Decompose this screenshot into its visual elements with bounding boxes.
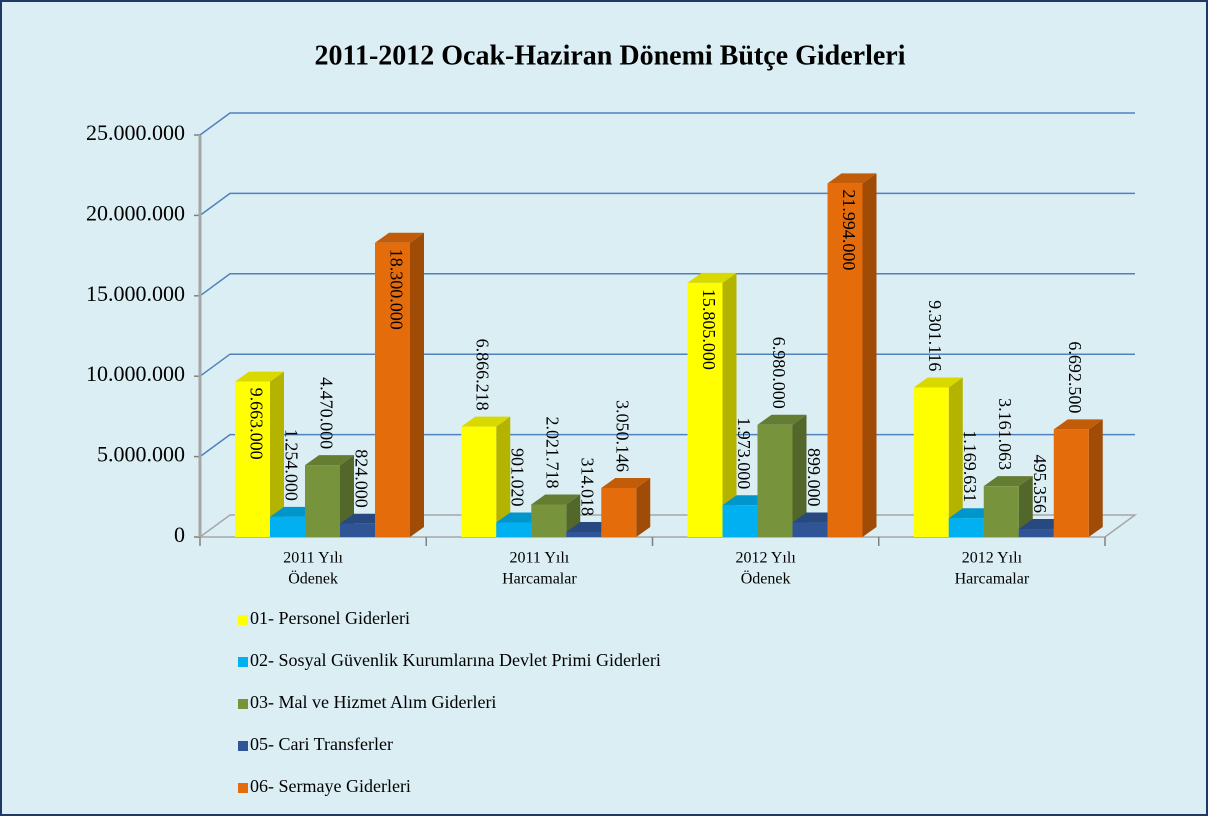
bar-top bbox=[913, 377, 963, 388]
bar-side bbox=[270, 371, 284, 537]
bar-top bbox=[757, 414, 807, 425]
legend-swatch bbox=[238, 657, 248, 667]
bar-side bbox=[792, 414, 807, 537]
bar bbox=[722, 505, 758, 537]
bar bbox=[1053, 429, 1089, 537]
bar bbox=[566, 531, 602, 537]
bar bbox=[983, 486, 1019, 537]
data-label: 1.973.000 bbox=[734, 417, 754, 489]
bar bbox=[1018, 529, 1054, 537]
data-label: 3.161.063 bbox=[995, 398, 1015, 470]
data-label: 9.663.000 bbox=[246, 388, 266, 460]
legend-label: 03- Mal ve Hizmet Alım Giderleri bbox=[250, 692, 496, 712]
bar-top bbox=[375, 232, 424, 243]
bar-top bbox=[687, 272, 737, 283]
bar bbox=[496, 522, 532, 537]
bar-side bbox=[722, 272, 737, 537]
x-tick-label: 2012 Yılı bbox=[735, 550, 796, 567]
bar bbox=[270, 516, 305, 537]
legend-label: 06- Sermaye Giderleri bbox=[250, 776, 411, 796]
y-tick-label: 0 bbox=[174, 522, 185, 547]
data-label: 3.050.146 bbox=[613, 400, 633, 472]
bar-top bbox=[1053, 419, 1103, 430]
bar bbox=[792, 522, 828, 537]
data-label: 824.000 bbox=[351, 449, 371, 508]
x-tick-label: Ödenek bbox=[741, 570, 791, 588]
y-tick-label: 15.000.000 bbox=[86, 281, 185, 306]
data-label: 6.866.218 bbox=[473, 339, 493, 411]
legend-swatch bbox=[238, 615, 248, 625]
bar-side bbox=[496, 416, 511, 537]
y-tick-label: 10.000.000 bbox=[86, 361, 185, 386]
bar bbox=[687, 282, 723, 537]
bar bbox=[948, 518, 984, 537]
grid-line bbox=[199, 112, 1135, 136]
data-label: 15.805.000 bbox=[699, 289, 719, 370]
bar-side bbox=[410, 232, 424, 537]
data-label: 899.000 bbox=[804, 448, 824, 507]
x-tick-label: Harcamalar bbox=[955, 571, 1030, 588]
y-tick-label: 20.000.000 bbox=[86, 200, 185, 225]
x-tick-label: Harcamalar bbox=[502, 571, 577, 588]
data-label: 901.020 bbox=[508, 448, 528, 507]
bar bbox=[531, 504, 567, 537]
data-label: 1.254.000 bbox=[281, 429, 301, 501]
data-label: 21.994.000 bbox=[839, 189, 859, 270]
data-label: 2.021.718 bbox=[543, 416, 563, 488]
x-tick-label: 2011 Yılı bbox=[510, 550, 570, 567]
chart-title: 2011-2012 Ocak-Haziran Dönemi Bütçe Gide… bbox=[314, 40, 905, 71]
bar-top bbox=[827, 173, 877, 184]
bar-side bbox=[636, 477, 651, 537]
data-label: 9.301.116 bbox=[925, 300, 945, 371]
legend-label: 01- Personel Giderleri bbox=[250, 608, 410, 628]
data-label: 6.980.000 bbox=[769, 337, 789, 409]
data-label: 495.356 bbox=[1030, 455, 1050, 514]
legend-swatch bbox=[238, 783, 248, 793]
legend-swatch bbox=[238, 741, 248, 751]
bar bbox=[757, 424, 793, 537]
bar-top bbox=[305, 455, 354, 466]
data-label: 4.470.000 bbox=[316, 377, 336, 449]
x-tick-label: 2011 Yılı bbox=[283, 550, 343, 567]
bar bbox=[375, 242, 410, 537]
bar-top bbox=[235, 371, 284, 382]
bar bbox=[305, 465, 340, 537]
bar bbox=[340, 523, 375, 537]
y-tick-label: 25.000.000 bbox=[86, 120, 185, 145]
bar-side bbox=[948, 377, 963, 537]
legend-label: 02- Sosyal Güvenlik Kurumlarına Devlet P… bbox=[250, 650, 661, 670]
bar-top bbox=[983, 476, 1033, 487]
data-label: 6.692.500 bbox=[1065, 341, 1085, 413]
x-tick-label: 2012 Yılı bbox=[962, 550, 1023, 567]
bar-top bbox=[601, 477, 651, 488]
y-tick-label: 5.000.000 bbox=[97, 442, 185, 467]
data-label: 1.169.631 bbox=[960, 430, 980, 502]
bar bbox=[913, 387, 949, 537]
bar bbox=[601, 487, 637, 537]
bar-top bbox=[531, 494, 581, 505]
bar bbox=[235, 381, 270, 537]
bar-top bbox=[461, 416, 511, 427]
data-label: 314.018 bbox=[578, 457, 598, 516]
legend-swatch bbox=[238, 699, 248, 709]
bar-side bbox=[862, 173, 877, 537]
bar bbox=[827, 183, 863, 537]
data-label: 18.300.000 bbox=[386, 249, 406, 330]
bar bbox=[461, 426, 497, 537]
bar-side bbox=[1088, 419, 1103, 537]
legend-label: 05- Cari Transferler bbox=[250, 734, 393, 754]
x-tick-label: Ödenek bbox=[288, 570, 338, 588]
